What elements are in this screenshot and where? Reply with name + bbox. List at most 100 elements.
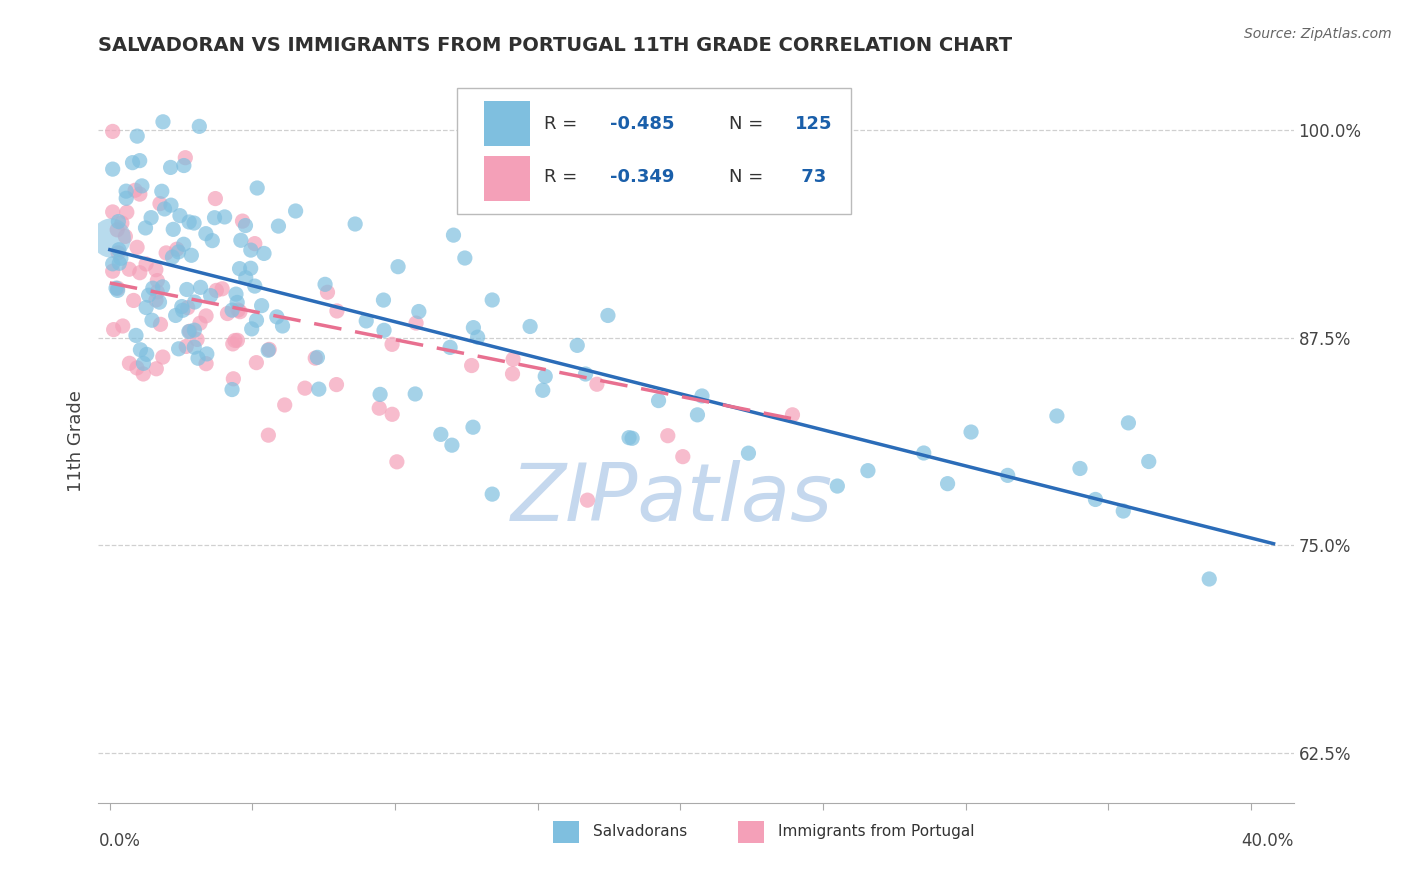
Point <box>737 446 759 460</box>
Point <box>127 129 149 144</box>
FancyBboxPatch shape <box>485 156 530 201</box>
Point <box>782 408 804 422</box>
Point <box>105 223 128 237</box>
Point <box>135 257 157 271</box>
FancyBboxPatch shape <box>553 821 579 843</box>
Point <box>463 320 485 334</box>
Point <box>111 216 134 230</box>
Point <box>217 306 239 320</box>
Point <box>166 242 188 256</box>
Point <box>107 246 129 260</box>
Point <box>107 284 129 298</box>
Point <box>408 304 430 318</box>
Point <box>1046 409 1069 423</box>
Point <box>122 293 145 308</box>
Point <box>173 237 195 252</box>
Point <box>224 334 246 348</box>
Point <box>183 340 205 354</box>
Point <box>827 479 849 493</box>
Point <box>152 280 174 294</box>
Point <box>245 313 267 327</box>
Point <box>531 384 554 398</box>
Point <box>162 222 184 236</box>
Point <box>100 231 122 245</box>
Point <box>1137 454 1160 468</box>
Point <box>574 367 596 381</box>
Point <box>107 214 129 228</box>
Text: -0.485: -0.485 <box>610 115 675 134</box>
Point <box>912 446 935 460</box>
Point <box>519 319 541 334</box>
Point <box>118 262 141 277</box>
Point <box>135 301 157 315</box>
Point <box>153 202 176 216</box>
Point <box>145 262 167 277</box>
Point <box>385 455 408 469</box>
Point <box>534 369 557 384</box>
Point <box>222 337 245 351</box>
Point <box>142 281 165 295</box>
Point <box>204 211 226 225</box>
Point <box>221 303 243 318</box>
Point <box>368 387 391 401</box>
Point <box>243 279 266 293</box>
Point <box>108 256 131 270</box>
Point <box>430 427 453 442</box>
Point <box>173 159 195 173</box>
Point <box>567 338 589 352</box>
Point <box>271 318 294 333</box>
Point <box>188 120 211 134</box>
Point <box>240 322 263 336</box>
Point <box>443 228 465 243</box>
Point <box>174 151 197 165</box>
Point <box>672 450 695 464</box>
Point <box>145 293 167 307</box>
Point <box>132 356 155 370</box>
Point <box>1084 492 1107 507</box>
Point <box>167 342 190 356</box>
Point <box>326 304 349 318</box>
Point <box>461 420 484 434</box>
Point <box>690 389 713 403</box>
Point <box>381 407 404 421</box>
Y-axis label: 11th Grade: 11th Grade <box>66 391 84 492</box>
Point <box>205 284 228 298</box>
FancyBboxPatch shape <box>457 87 852 214</box>
Point <box>115 191 138 205</box>
Point <box>250 299 273 313</box>
Point <box>125 360 148 375</box>
Point <box>481 293 503 307</box>
Point <box>101 264 124 278</box>
Point <box>387 260 409 274</box>
Point <box>856 464 879 478</box>
Point <box>174 339 197 353</box>
Point <box>204 192 226 206</box>
Point <box>1069 461 1091 475</box>
Point <box>454 251 477 265</box>
Point <box>596 309 619 323</box>
Text: N =: N = <box>730 168 769 186</box>
Point <box>481 487 503 501</box>
Point <box>936 476 959 491</box>
Point <box>308 382 330 396</box>
Point <box>134 221 156 235</box>
Point <box>960 425 983 439</box>
Text: 73: 73 <box>796 168 827 186</box>
Point <box>128 187 150 202</box>
Point <box>647 393 669 408</box>
Point <box>373 293 395 307</box>
Text: Source: ZipAtlas.com: Source: ZipAtlas.com <box>1244 27 1392 41</box>
Point <box>235 270 257 285</box>
Point <box>105 281 128 295</box>
Point <box>214 210 236 224</box>
Point <box>404 387 426 401</box>
Point <box>132 367 155 381</box>
Point <box>131 178 153 193</box>
Point <box>135 347 157 361</box>
Point <box>211 282 233 296</box>
Point <box>121 155 143 169</box>
Point <box>405 316 427 330</box>
Point <box>266 310 288 324</box>
Point <box>373 323 395 337</box>
Point <box>997 468 1019 483</box>
